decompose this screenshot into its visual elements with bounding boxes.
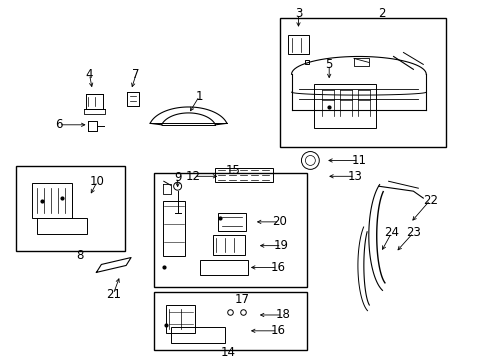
Bar xyxy=(154,173,307,287)
Text: 12: 12 xyxy=(185,170,201,183)
Bar xyxy=(314,84,375,128)
Text: 16: 16 xyxy=(270,324,285,337)
Text: 13: 13 xyxy=(347,170,362,183)
Text: 22: 22 xyxy=(422,194,437,207)
Text: 8: 8 xyxy=(76,249,83,262)
Text: 18: 18 xyxy=(275,309,289,321)
Text: 15: 15 xyxy=(225,164,240,177)
Text: 5: 5 xyxy=(325,58,332,71)
Bar xyxy=(215,168,272,182)
Bar xyxy=(200,260,247,275)
Bar xyxy=(170,327,225,343)
Text: 23: 23 xyxy=(405,226,420,239)
Text: 10: 10 xyxy=(90,175,104,188)
Text: 21: 21 xyxy=(105,288,121,301)
Text: 9: 9 xyxy=(174,171,181,184)
Bar xyxy=(287,35,309,54)
Bar xyxy=(279,18,445,147)
Text: 17: 17 xyxy=(234,293,249,306)
Bar xyxy=(16,166,125,251)
Bar xyxy=(37,218,86,234)
Text: 11: 11 xyxy=(351,154,366,167)
Text: 3: 3 xyxy=(294,7,302,21)
Bar xyxy=(165,305,195,333)
Text: 14: 14 xyxy=(220,346,235,359)
Text: 4: 4 xyxy=(85,68,93,81)
Text: 19: 19 xyxy=(274,239,288,252)
Bar xyxy=(218,213,245,231)
Text: 6: 6 xyxy=(55,118,62,131)
Bar xyxy=(32,183,72,218)
Text: 7: 7 xyxy=(132,68,140,81)
Text: 24: 24 xyxy=(383,226,398,239)
Text: 20: 20 xyxy=(272,215,286,228)
Bar xyxy=(154,292,307,350)
Bar xyxy=(163,201,184,256)
Text: 1: 1 xyxy=(195,90,203,103)
Text: 16: 16 xyxy=(270,261,285,274)
Text: 2: 2 xyxy=(377,7,385,21)
Bar xyxy=(213,235,244,255)
